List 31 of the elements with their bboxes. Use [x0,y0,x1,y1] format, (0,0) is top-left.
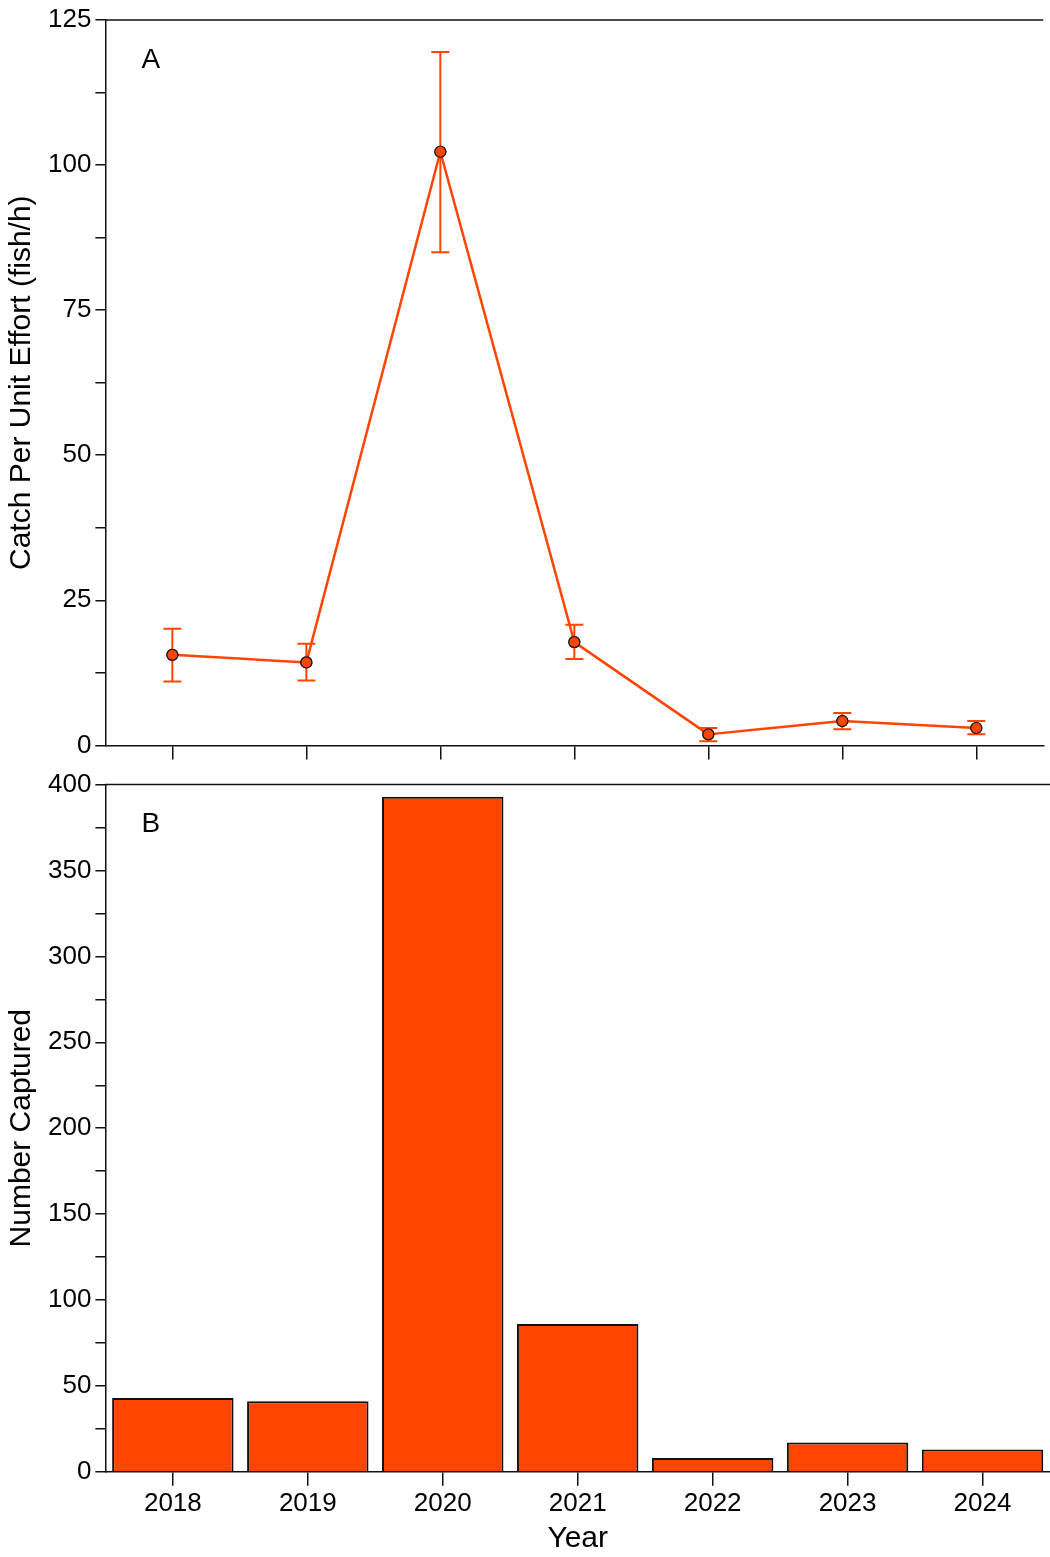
point [434,145,447,158]
x-tick-label: 2024 [953,1486,1012,1517]
point [300,656,313,669]
y-tick-label: 100 [47,148,92,179]
y-tick-label: 150 [47,1197,92,1228]
point [166,648,179,661]
y-tick-label: 350 [47,853,92,884]
x-tick-label: 2020 [413,1486,472,1517]
x-tick-label: 2022 [683,1486,742,1517]
y-tick-label: 50 [62,438,92,469]
x-tick-label: 2018 [143,1486,202,1517]
y-tick-label: 75 [62,293,92,324]
y-axis-title: Number Captured [3,1008,37,1248]
x-axis-title: Year [547,1520,608,1554]
y-tick-label: 0 [76,728,92,759]
y-tick-label: 0 [76,1454,92,1485]
annotation: A [141,42,161,74]
x-tick-label: 2021 [548,1486,607,1517]
y-tick-label: 200 [47,1111,92,1142]
x-tick-label: 2023 [818,1486,877,1517]
y-tick-label: 250 [47,1025,92,1056]
y-tick-label: 50 [62,1369,92,1400]
y-tick-label: 25 [62,583,92,614]
y-tick-label: 100 [47,1283,92,1314]
y-tick-label: 400 [47,767,92,798]
annotation: B [141,807,161,839]
y-tick-label: 300 [47,939,92,970]
x-tick-label: 2019 [278,1486,337,1517]
y-axis-title: Catch Per Unit Effort (fish/h) [3,195,37,570]
y-tick-label: 125 [47,3,92,34]
point [568,636,581,649]
